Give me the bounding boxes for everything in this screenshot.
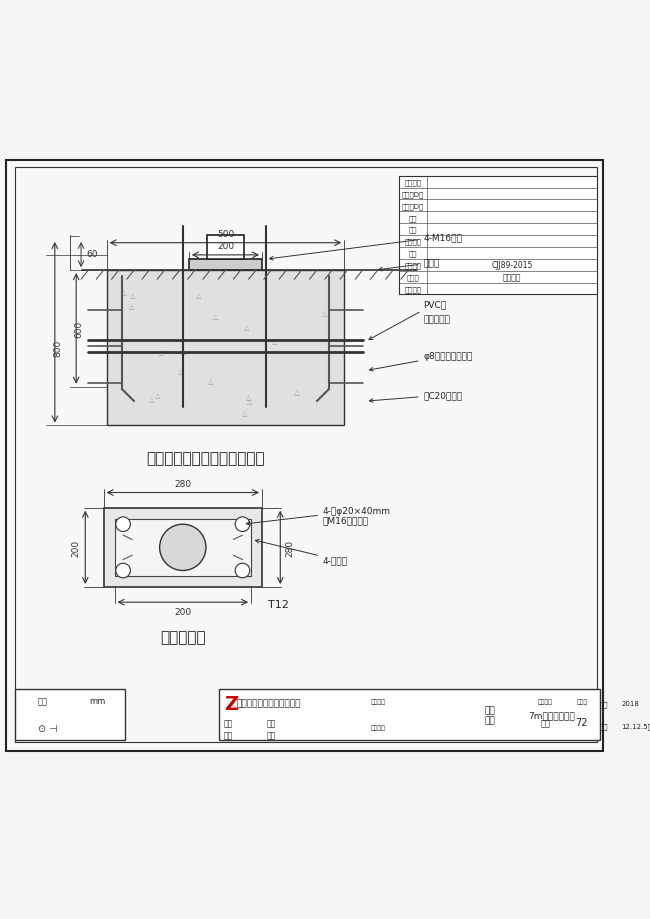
Text: 客产名称: 客产名称 [370,699,385,705]
Text: ⊙ ⊣: ⊙ ⊣ [38,722,58,732]
Circle shape [235,517,250,532]
Text: 60: 60 [86,249,97,258]
Text: 配M16地脚螺栓: 配M16地脚螺栓 [323,516,369,525]
Text: mm: mm [89,697,105,706]
Text: 2018: 2018 [621,700,639,707]
Bar [207,235,244,260]
Text: PVC管: PVC管 [369,300,447,340]
Text: 工程名称: 工程名称 [370,725,385,731]
Bar [219,689,600,741]
Text: △: △ [130,293,135,299]
Circle shape [160,525,206,571]
Text: 设计: 设计 [224,719,233,728]
Text: △: △ [129,303,134,310]
Text: 七度照明: 七度照明 [502,273,521,282]
Text: 材料: 材料 [409,215,417,221]
Text: △: △ [242,411,248,417]
Text: 280: 280 [285,539,294,556]
Text: 规范标准: 规范标准 [404,262,421,268]
Text: 灯杆下D管: 灯杆下D管 [402,203,424,210]
Text: 业务: 业务 [266,731,276,740]
Text: 280: 280 [174,479,191,488]
Text: 12.12.5日: 12.12.5日 [621,723,650,730]
Circle shape [116,563,131,578]
Text: 600: 600 [75,321,83,337]
Text: 灯杆形: 灯杆形 [407,274,419,280]
Text: △: △ [181,348,187,354]
Text: 200: 200 [217,242,234,251]
Bar [107,271,344,426]
Text: 图纸: 图纸 [600,700,608,707]
Text: 涂层: 涂层 [409,227,417,233]
Text: △: △ [322,312,328,317]
Bar [189,260,262,271]
Bar [15,689,125,741]
Text: 东莞七度照明科技有限公司: 东莞七度照明科技有限公司 [237,699,301,708]
Text: 预埋基础（看地面强度需要）: 预埋基础（看地面强度需要） [146,450,265,465]
Text: 800: 800 [53,340,62,357]
Text: 施工图: 施工图 [577,699,588,705]
Text: 检查: 检查 [409,250,417,257]
Text: △: △ [272,338,278,345]
Text: 72: 72 [576,718,588,728]
Text: 内通电源线: 内通电源线 [423,315,450,324]
Text: 设计参数: 设计参数 [538,699,553,705]
Text: 4-孔φ20×40mm: 4-孔φ20×40mm [246,506,391,526]
Text: 4-加强筋: 4-加强筋 [255,539,348,564]
Circle shape [235,563,250,578]
Circle shape [116,517,131,532]
Text: T12: T12 [268,599,289,609]
Bar [399,176,597,295]
Text: △: △ [246,394,251,401]
Text: 截面形状: 截面形状 [404,179,421,186]
Text: 4-M16螺杆: 4-M16螺杆 [270,233,462,261]
Text: 灯杆上D管: 灯杆上D管 [402,191,424,198]
Text: 7D: 7D [168,340,295,421]
Text: 200: 200 [72,539,81,556]
Text: 地平面: 地平面 [378,259,439,272]
Text: 单位: 单位 [38,697,47,706]
Text: 砼C20混凝土: 砼C20混凝土 [369,391,463,403]
Text: 法兰尺寸图: 法兰尺寸图 [160,630,205,645]
Text: CJJ89-2015: CJJ89-2015 [491,261,532,270]
Text: 数量: 数量 [540,718,551,727]
Text: 质量要求: 质量要求 [404,238,421,245]
Text: 7m路灯基础图纸: 7m路灯基础图纸 [528,710,575,720]
Text: △: △ [213,314,219,320]
Text: 文查日期: 文查日期 [404,286,421,292]
Text: △: △ [120,290,126,296]
Text: 图纸
名称: 图纸 名称 [485,705,495,724]
Text: △: △ [294,389,299,395]
Text: △: △ [246,399,252,404]
Text: △: △ [244,324,250,330]
Bar [103,508,262,587]
Bar [114,519,251,576]
Text: 客户: 客户 [224,731,233,740]
Text: △: △ [159,349,164,356]
Text: 500: 500 [217,230,234,239]
Text: △: △ [155,393,161,399]
Text: 审定: 审定 [266,719,276,728]
Text: △: △ [196,292,202,299]
Text: 200: 200 [174,607,191,617]
Text: △: △ [208,379,214,385]
Text: φ8圆钢与主筋链接: φ8圆钢与主筋链接 [369,352,473,371]
Text: Z: Z [224,694,239,713]
Text: 日月: 日月 [600,723,608,730]
Text: △: △ [150,396,155,403]
Text: △: △ [179,369,184,375]
